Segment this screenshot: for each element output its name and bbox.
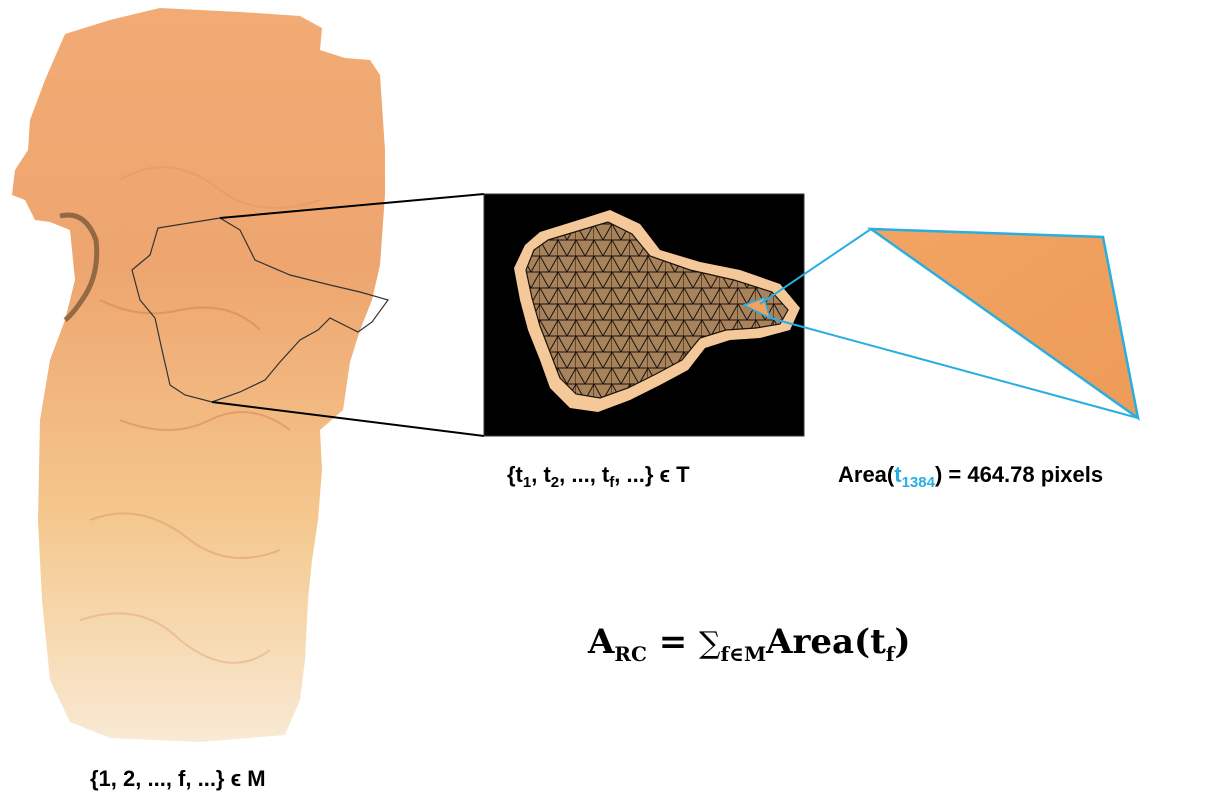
mesh-panel [483, 193, 805, 437]
tissue-map-image [12, 8, 389, 742]
tissue-vessel-5 [79, 612, 271, 664]
tissue-fold-edge [59, 212, 100, 323]
tissue-map-shape [12, 8, 385, 742]
mesh-grid [525, 221, 789, 399]
mesh-selected-triangle [742, 297, 772, 320]
triangle-area-caption: Area(t1384) = 464.78 pixels [838, 462, 1104, 491]
mesh-triangles-caption: {t1, t2, ..., tf, ...} ϵ T [507, 462, 690, 491]
tissue-vessel-2 [119, 411, 291, 431]
region-outline [131, 217, 389, 403]
tissue-vessel-3 [89, 512, 281, 559]
tissue-vessel-1 [99, 299, 261, 331]
connector-bottom [211, 401, 485, 437]
area-formula: ARC = ∑f∈MArea(tf) [588, 622, 911, 666]
enlarged-triangle [866, 227, 1140, 421]
zoom-line-bottom [769, 317, 1139, 419]
faces-set-caption: {1, 2, ..., f, ...} ϵ M [90, 766, 266, 791]
connector-top [219, 193, 485, 219]
zoom-line-top [759, 228, 872, 305]
tissue-vessel-4 [119, 166, 321, 209]
